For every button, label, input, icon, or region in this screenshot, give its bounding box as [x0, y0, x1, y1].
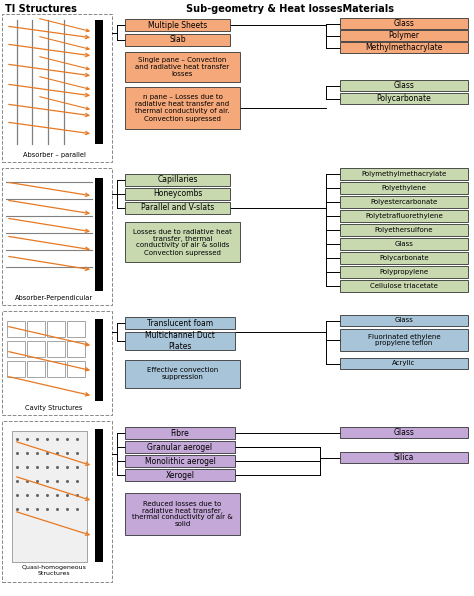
FancyBboxPatch shape — [125, 332, 235, 350]
Text: Glass: Glass — [393, 19, 414, 28]
Bar — [27, 321, 45, 337]
FancyBboxPatch shape — [340, 452, 468, 463]
FancyBboxPatch shape — [125, 469, 235, 481]
Text: Glass: Glass — [394, 318, 413, 324]
Bar — [27, 361, 45, 377]
Bar — [7, 341, 25, 357]
FancyBboxPatch shape — [340, 329, 468, 351]
FancyBboxPatch shape — [340, 18, 468, 29]
Bar — [67, 361, 85, 377]
FancyBboxPatch shape — [340, 280, 468, 292]
FancyBboxPatch shape — [125, 222, 240, 262]
FancyBboxPatch shape — [340, 196, 468, 208]
Text: Cavity Structures: Cavity Structures — [25, 405, 82, 411]
Text: n pane – Losses due to
radiative heat transfer and
thermal conductivity of air.
: n pane – Losses due to radiative heat tr… — [135, 95, 230, 122]
Text: Losses due to radiative heat
transfer, thermal
conductivity of air & solids
Conv: Losses due to radiative heat transfer, t… — [133, 228, 232, 256]
FancyBboxPatch shape — [125, 427, 235, 439]
FancyBboxPatch shape — [340, 168, 468, 180]
Text: Polymethylmethacrylate: Polymethylmethacrylate — [361, 171, 447, 177]
Bar — [95, 20, 103, 144]
Text: Translucent foam: Translucent foam — [147, 318, 213, 327]
FancyBboxPatch shape — [340, 315, 468, 326]
Text: Fibre: Fibre — [171, 429, 190, 437]
FancyBboxPatch shape — [340, 224, 468, 236]
Bar — [95, 178, 103, 291]
FancyBboxPatch shape — [125, 19, 230, 31]
Text: Glass: Glass — [394, 241, 413, 247]
FancyBboxPatch shape — [340, 358, 468, 369]
FancyBboxPatch shape — [125, 174, 230, 186]
FancyBboxPatch shape — [125, 34, 230, 46]
Text: Quasi-homogeneous
Structures: Quasi-homogeneous Structures — [21, 565, 86, 576]
Text: Glass: Glass — [393, 81, 414, 90]
Text: Parallel and V-slats: Parallel and V-slats — [141, 203, 214, 213]
FancyBboxPatch shape — [125, 202, 230, 214]
FancyBboxPatch shape — [125, 317, 235, 329]
Bar — [67, 321, 85, 337]
Text: Multiple Sheets: Multiple Sheets — [148, 20, 207, 29]
Text: Polycarbonate: Polycarbonate — [377, 94, 431, 103]
Text: Silica: Silica — [394, 453, 414, 462]
Bar — [47, 361, 65, 377]
Bar — [7, 321, 25, 337]
FancyBboxPatch shape — [340, 210, 468, 222]
FancyBboxPatch shape — [340, 30, 468, 41]
Text: Multichannel Duct
Plates: Multichannel Duct Plates — [145, 331, 215, 350]
FancyBboxPatch shape — [340, 182, 468, 194]
Text: Slab: Slab — [169, 36, 186, 45]
Text: Polytetrafluorethylene: Polytetrafluorethylene — [365, 213, 443, 219]
Text: Polycarbonate: Polycarbonate — [379, 255, 429, 261]
Text: Methylmethacrylate: Methylmethacrylate — [365, 43, 443, 52]
Text: Sub-geometry & Heat lossesMaterials: Sub-geometry & Heat lossesMaterials — [186, 4, 394, 14]
Text: Granular aerogel: Granular aerogel — [147, 442, 212, 452]
Text: Absorber-Perpendicular: Absorber-Perpendicular — [15, 295, 93, 301]
Bar — [27, 341, 45, 357]
FancyBboxPatch shape — [340, 238, 468, 250]
FancyBboxPatch shape — [125, 188, 230, 200]
Bar — [67, 341, 85, 357]
Text: Acrylic: Acrylic — [392, 361, 416, 367]
Text: Xerogel: Xerogel — [165, 470, 194, 480]
FancyBboxPatch shape — [340, 93, 468, 104]
Text: Honeycombs: Honeycombs — [153, 190, 202, 198]
Text: Glass: Glass — [393, 428, 414, 437]
Text: Absorber – parallel: Absorber – parallel — [23, 152, 85, 158]
Text: Cellulose triacetate: Cellulose triacetate — [370, 283, 438, 289]
FancyBboxPatch shape — [340, 427, 468, 438]
FancyBboxPatch shape — [125, 493, 240, 535]
FancyBboxPatch shape — [340, 42, 468, 53]
Text: Fluorinated ethylene
propylene teflon: Fluorinated ethylene propylene teflon — [368, 334, 440, 346]
FancyBboxPatch shape — [340, 266, 468, 278]
Text: Single pane – Convection
and radiative heat transfer
losses: Single pane – Convection and radiative h… — [136, 57, 229, 77]
FancyBboxPatch shape — [125, 360, 240, 388]
Bar — [7, 361, 25, 377]
Text: Monolithic aerogel: Monolithic aerogel — [145, 457, 216, 465]
Bar — [95, 319, 103, 401]
Text: Polyethylene: Polyethylene — [382, 185, 427, 191]
Text: Polyestercarbonate: Polyestercarbonate — [370, 199, 438, 205]
FancyBboxPatch shape — [340, 80, 468, 91]
Text: Polyethersulfone: Polyethersulfone — [375, 227, 433, 233]
FancyBboxPatch shape — [125, 455, 235, 467]
FancyBboxPatch shape — [340, 252, 468, 264]
FancyBboxPatch shape — [125, 441, 235, 453]
FancyBboxPatch shape — [125, 87, 240, 129]
Text: TI Structures: TI Structures — [5, 4, 77, 14]
Text: Polymer: Polymer — [389, 31, 419, 40]
FancyBboxPatch shape — [12, 431, 87, 562]
Text: Capillaries: Capillaries — [157, 175, 198, 185]
Text: Polypropylene: Polypropylene — [380, 269, 428, 275]
Bar — [47, 341, 65, 357]
FancyBboxPatch shape — [125, 52, 240, 82]
Text: Reduced losses due to
radiative heat transfer,
thermal conductivity of air &
sol: Reduced losses due to radiative heat tra… — [132, 501, 233, 527]
Bar — [95, 429, 103, 562]
Bar — [47, 321, 65, 337]
Text: Effective convection
suppression: Effective convection suppression — [147, 368, 218, 380]
